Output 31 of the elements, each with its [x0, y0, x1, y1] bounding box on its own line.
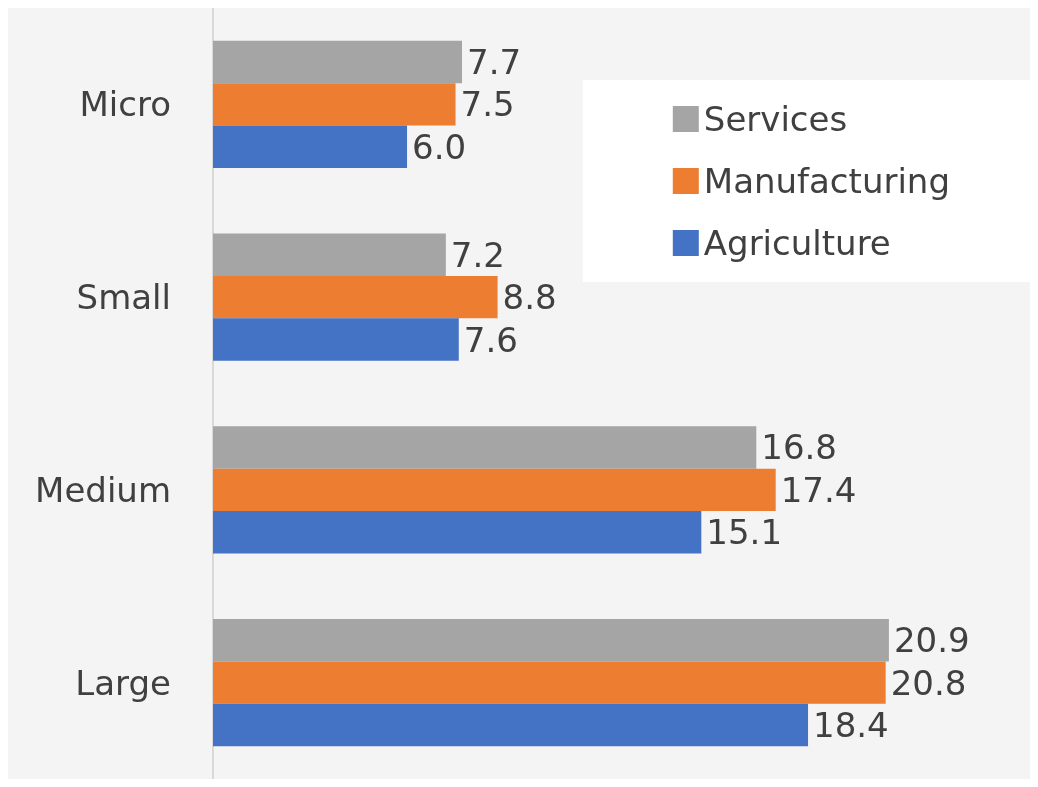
- y-tick-label: Large: [75, 662, 171, 703]
- data-label: 15.1: [706, 512, 783, 553]
- data-label: 20.8: [890, 662, 967, 703]
- data-label: 8.8: [502, 277, 557, 318]
- data-label: 17.4: [780, 469, 857, 510]
- bar: [213, 661, 886, 704]
- bar: [213, 40, 463, 84]
- y-tick-label: Small: [76, 277, 171, 318]
- bar: [213, 426, 757, 469]
- data-label: 7.7: [467, 41, 522, 82]
- legend-label: Agriculture: [703, 223, 891, 263]
- y-tick-label: Medium: [35, 469, 171, 510]
- bar: [213, 233, 446, 276]
- legend-label: Services: [703, 99, 848, 139]
- data-label: 7.5: [460, 84, 515, 125]
- bar: [213, 125, 408, 168]
- data-label: 6.0: [412, 126, 467, 167]
- data-label: 7.6: [463, 319, 518, 360]
- data-label: 7.2: [450, 234, 505, 275]
- bar: [213, 511, 702, 554]
- bar: [213, 703, 809, 747]
- bar: [213, 275, 498, 319]
- data-label: 16.8: [761, 427, 837, 468]
- y-tick-label: Micro: [79, 84, 171, 125]
- bar: [213, 619, 889, 662]
- bar: [213, 468, 776, 512]
- data-label: 18.4: [813, 705, 889, 746]
- bar: [213, 318, 459, 361]
- data-label: 20.9: [893, 620, 970, 661]
- legend-label: Manufacturing: [703, 161, 950, 201]
- bar: [213, 83, 456, 126]
